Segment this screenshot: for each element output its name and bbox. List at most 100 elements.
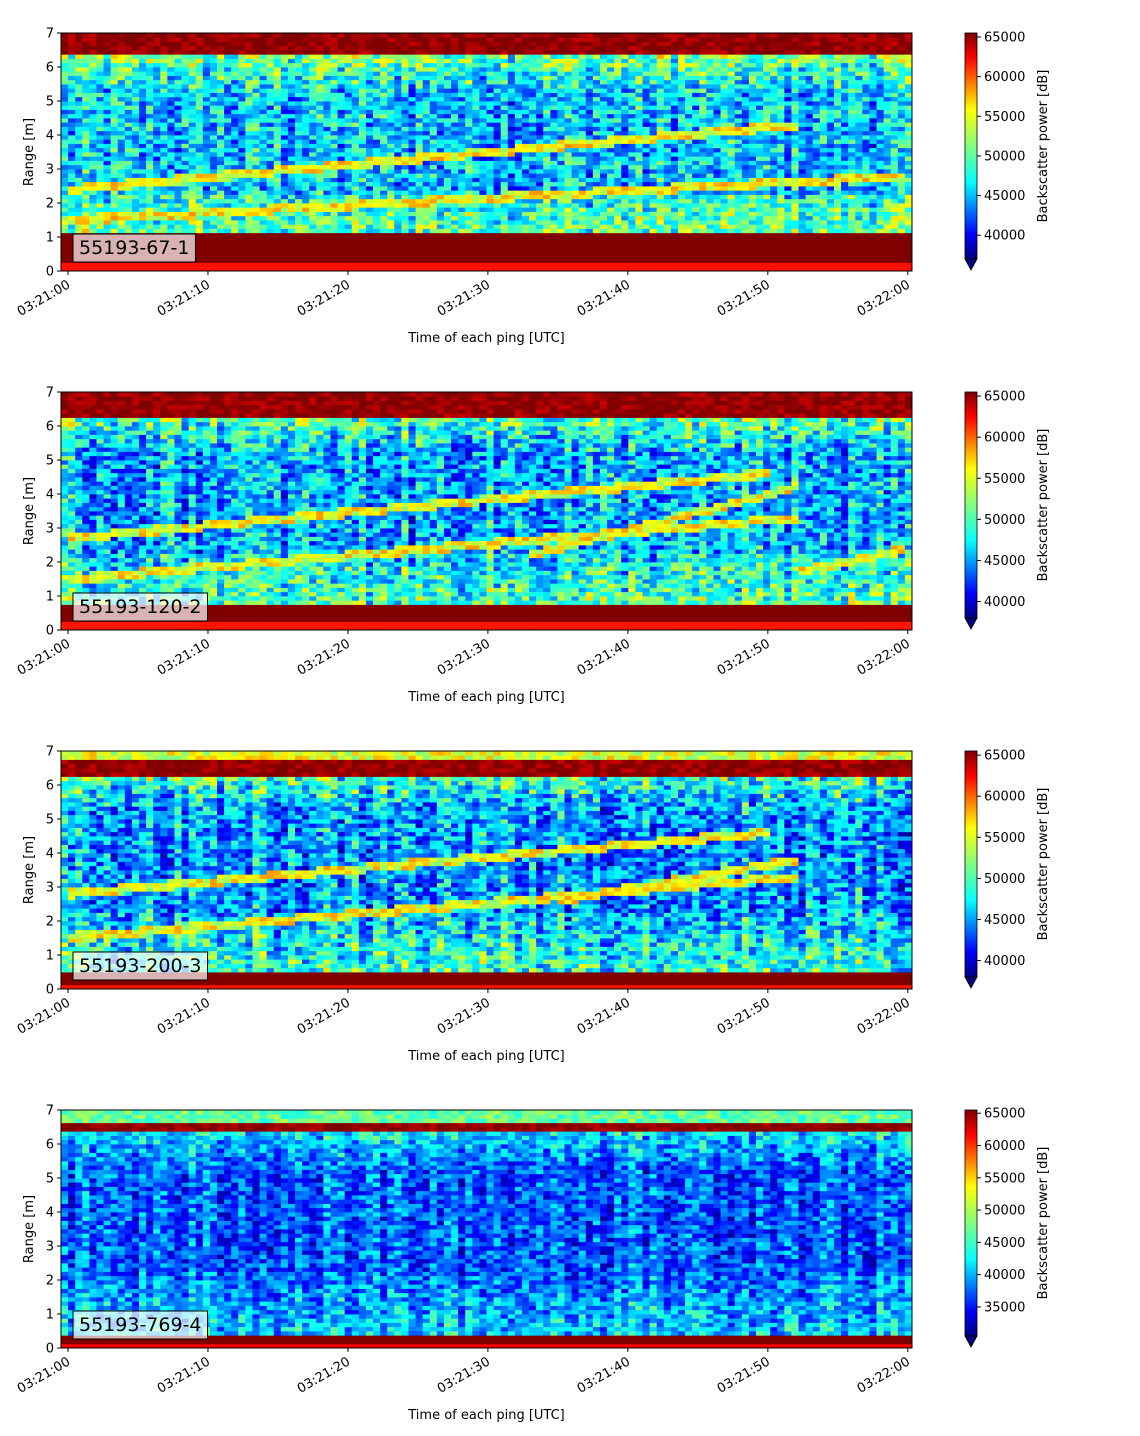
heatmap-cell <box>160 33 168 38</box>
heatmap-cell <box>443 109 452 115</box>
heatmap-cell <box>529 215 537 221</box>
heatmap-cell <box>529 62 537 68</box>
heatmap-cell <box>564 177 572 183</box>
heatmap-cell <box>621 79 629 85</box>
heatmap-cell <box>543 181 551 187</box>
heatmap-cell <box>153 118 161 123</box>
heatmap-cell <box>479 122 487 127</box>
heatmap-cell <box>110 109 119 115</box>
heatmap-cell <box>89 41 97 47</box>
heatmap-cell <box>685 113 693 119</box>
heatmap-cell <box>167 58 175 64</box>
heatmap-cell <box>521 54 530 59</box>
heatmap-cell <box>614 266 622 272</box>
heatmap-cell <box>287 88 296 93</box>
heatmap-cell <box>195 67 204 72</box>
heatmap-cell <box>663 241 672 246</box>
heatmap-cell <box>96 54 104 59</box>
heatmap-cell <box>436 160 445 166</box>
heatmap-cell <box>380 79 388 85</box>
heatmap-cell <box>160 262 168 268</box>
heatmap-cell <box>259 186 268 191</box>
heatmap-cell <box>209 266 218 272</box>
heatmap-cell <box>117 169 126 174</box>
heatmap-cell <box>685 84 693 89</box>
heatmap-cell <box>479 79 487 85</box>
heatmap-cell <box>259 105 268 110</box>
heatmap-cell <box>330 41 338 47</box>
heatmap-cell <box>146 181 154 187</box>
heatmap-cell <box>365 186 374 191</box>
heatmap-cell <box>209 207 218 212</box>
heatmap-cell <box>103 266 112 272</box>
heatmap-cell <box>422 54 431 59</box>
heatmap-cell <box>578 173 587 178</box>
heatmap-cell <box>564 58 572 64</box>
heatmap-cell <box>415 67 424 72</box>
heatmap-cell <box>344 173 353 178</box>
heatmap-cell <box>139 41 147 47</box>
heatmap-cell <box>124 67 133 72</box>
heatmap-cell <box>656 215 665 221</box>
heatmap-cell <box>436 67 445 72</box>
heatmap-cell <box>599 122 608 127</box>
heatmap-cell <box>266 237 275 242</box>
heatmap-cell <box>585 62 594 68</box>
heatmap-cell <box>472 58 480 64</box>
heatmap-cell <box>557 194 565 200</box>
heatmap-cell <box>287 207 296 212</box>
heatmap-cell <box>394 254 402 259</box>
heatmap-cell <box>394 84 402 89</box>
heatmap-cell <box>642 96 651 102</box>
heatmap-cell <box>209 228 218 234</box>
heatmap-cell <box>415 181 424 187</box>
heatmap-cell <box>614 254 622 259</box>
heatmap-cell <box>649 198 658 204</box>
heatmap-cell <box>670 266 679 272</box>
heatmap-cell <box>557 62 565 68</box>
heatmap-cell <box>599 113 608 119</box>
heatmap-cell <box>380 232 388 238</box>
heatmap-cell <box>408 75 416 81</box>
heatmap-cell <box>536 203 544 208</box>
heatmap-cell <box>287 92 296 98</box>
heatmap-cell <box>181 211 190 217</box>
heatmap-cell <box>578 164 587 170</box>
heatmap-cell <box>252 186 260 191</box>
heatmap-cell <box>131 139 140 144</box>
heatmap-cell <box>373 113 381 119</box>
heatmap-cell <box>465 105 473 110</box>
heatmap-cell <box>160 105 168 110</box>
heatmap-cell <box>280 203 289 208</box>
heatmap-cell <box>252 164 260 170</box>
heatmap-cell <box>337 101 346 106</box>
heatmap-cell <box>202 194 211 200</box>
heatmap-cell <box>365 143 374 149</box>
heatmap-cell <box>557 75 565 81</box>
heatmap-cell <box>571 67 580 72</box>
heatmap-cell <box>564 96 572 102</box>
heatmap-cell <box>309 101 317 106</box>
heatmap-cell <box>408 143 416 149</box>
heatmap-cell <box>103 33 112 38</box>
heatmap-cell <box>61 101 69 106</box>
heatmap-cell <box>415 215 424 221</box>
heatmap-cell <box>124 143 133 149</box>
heatmap-cell <box>167 33 175 38</box>
heatmap-cell <box>96 181 104 187</box>
heatmap-cell <box>351 224 360 229</box>
heatmap-cell <box>124 203 133 208</box>
heatmap-cell <box>344 190 353 195</box>
heatmap-cell <box>635 220 643 225</box>
heatmap-cell <box>656 92 665 98</box>
heatmap-cell <box>585 50 594 55</box>
heatmap-cell <box>124 41 133 47</box>
heatmap-cell <box>202 177 211 183</box>
heatmap-cell <box>209 84 218 89</box>
heatmap-cell <box>110 186 119 191</box>
heatmap-cell <box>82 211 90 217</box>
heatmap-cell <box>670 62 679 68</box>
heatmap-cell <box>365 126 374 132</box>
heatmap-cell <box>273 245 282 251</box>
heatmap-cell <box>103 67 112 72</box>
